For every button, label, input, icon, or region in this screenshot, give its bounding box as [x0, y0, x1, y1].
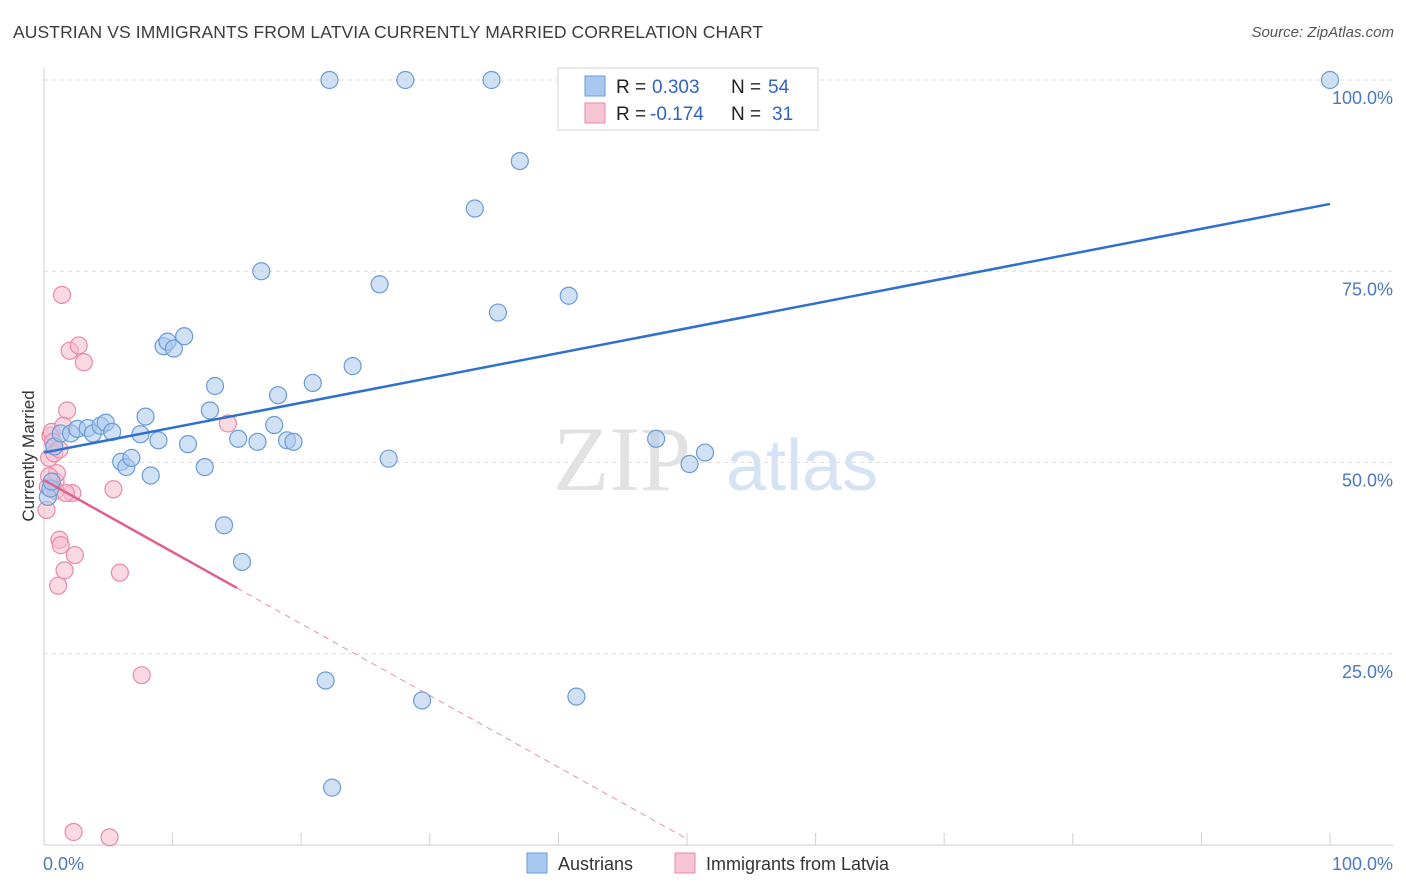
latvia-point-12: [52, 285, 72, 305]
series-legend: Austrians Immigrants from Latvia: [526, 852, 890, 874]
austrians-point-29: [232, 552, 252, 572]
austrians-point-24: [195, 457, 214, 477]
austrians-point-16: [136, 407, 155, 426]
austrians-point-54: [1320, 70, 1340, 90]
latvia-trend-line: [43, 479, 238, 590]
latvia-point-22: [104, 480, 123, 499]
latvia-point-13: [55, 561, 74, 580]
austrians-trend-line: [43, 202, 1331, 454]
watermark-atlas: atlas: [726, 426, 878, 506]
latvia-point-24: [132, 666, 151, 685]
austrians-point-36: [303, 373, 322, 393]
latvia-point-21: [100, 828, 119, 847]
austrians-point-35: [284, 432, 303, 451]
series-legend-swatch-latvia: [674, 852, 696, 874]
y-axis-label: Currently Married: [19, 390, 38, 521]
watermark: ZIP atlas: [553, 408, 878, 510]
austrians-point-40: [343, 357, 362, 376]
austrians-point-51: [647, 429, 666, 448]
austrians-point-52: [680, 454, 699, 474]
austrians-point-21: [164, 339, 183, 358]
legend-n-label-latvia: N =: [731, 104, 761, 125]
series-legend-label-austrians: Austrians: [558, 854, 633, 874]
austrians-point-27: [214, 516, 234, 535]
legend-n-value-austrians: 54: [768, 77, 790, 98]
legend-n-value-latvia: 31: [772, 104, 793, 125]
latvia-point-23: [110, 563, 129, 582]
austrians-point-14: [122, 448, 141, 468]
austrians-points: [38, 70, 1340, 797]
austrians-point-45: [465, 199, 484, 218]
x-tick-label-0: 0.0%: [43, 854, 84, 874]
austrians-point-23: [178, 435, 198, 454]
latvia-point-18: [69, 336, 88, 355]
austrians-point-26: [205, 376, 225, 396]
latvia-point-19: [74, 353, 93, 372]
austrians-point-49: [559, 286, 578, 305]
austrians-point-28: [229, 429, 248, 448]
x-tick-label-100: 100.0%: [1332, 854, 1393, 874]
latvia-trend-line-extended: [236, 587, 688, 840]
legend-r-value-latvia: -0.174: [650, 104, 704, 125]
austrians-point-22: [175, 327, 194, 346]
austrians-point-31: [252, 262, 271, 281]
latvia-point-25: [218, 414, 237, 433]
latvia-point-9: [49, 576, 68, 595]
legend-r-label-latvia: R =: [616, 104, 646, 125]
austrians-point-48: [510, 151, 529, 171]
austrians-point-47: [488, 303, 508, 322]
austrians-point-43: [396, 70, 415, 90]
austrians-point-42: [379, 449, 398, 468]
legend-r-value-austrians: 0.303: [652, 77, 700, 98]
austrians-point-18: [149, 431, 168, 450]
legend-n-label-austrians: N =: [731, 77, 761, 98]
latvia-point-11: [51, 536, 70, 555]
latvia-point-20: [64, 822, 83, 842]
source-credit: Source: ZipAtlas.com: [1251, 24, 1394, 41]
stats-legend: R = 0.303 N = 54 R = -0.174 N = 31: [557, 67, 819, 131]
austrians-point-33: [268, 386, 288, 405]
latvia-points: [37, 285, 237, 847]
y-tick-label-25: 25.0%: [1342, 662, 1393, 682]
legend-swatch-latvia: [584, 102, 606, 124]
austrians-point-32: [265, 415, 284, 435]
austrians-point-50: [567, 687, 586, 706]
austrians-point-41: [370, 275, 389, 294]
axis-ticks: [43, 833, 1331, 845]
y-tick-label-100: 100.0%: [1332, 88, 1393, 108]
y-tick-label-50: 50.0%: [1342, 471, 1393, 491]
latvia-point-14: [58, 401, 77, 420]
axes: [43, 68, 1393, 846]
austrians-point-37: [316, 671, 335, 690]
austrians-point-44: [412, 691, 432, 710]
austrians-point-25: [200, 401, 219, 420]
watermark-zip: ZIP: [553, 408, 691, 510]
chart-title: AUSTRIAN VS IMMIGRANTS FROM LATVIA CURRE…: [13, 22, 764, 42]
austrians-point-39: [322, 778, 342, 797]
austrians-point-46: [482, 70, 501, 90]
austrians-point-30: [248, 432, 267, 451]
austrians-point-53: [695, 443, 715, 462]
trend-lines: [43, 202, 1331, 840]
series-legend-swatch-austrians: [526, 852, 548, 874]
austrians-point-38: [320, 70, 339, 90]
austrians-point-17: [141, 466, 160, 485]
y-tick-label-75: 75.0%: [1342, 279, 1393, 299]
series-legend-label-latvia: Immigrants from Latvia: [706, 854, 890, 874]
legend-r-label-austrians: R =: [616, 77, 646, 98]
legend-swatch-austrians: [584, 75, 606, 97]
latvia-point-17: [65, 545, 84, 565]
